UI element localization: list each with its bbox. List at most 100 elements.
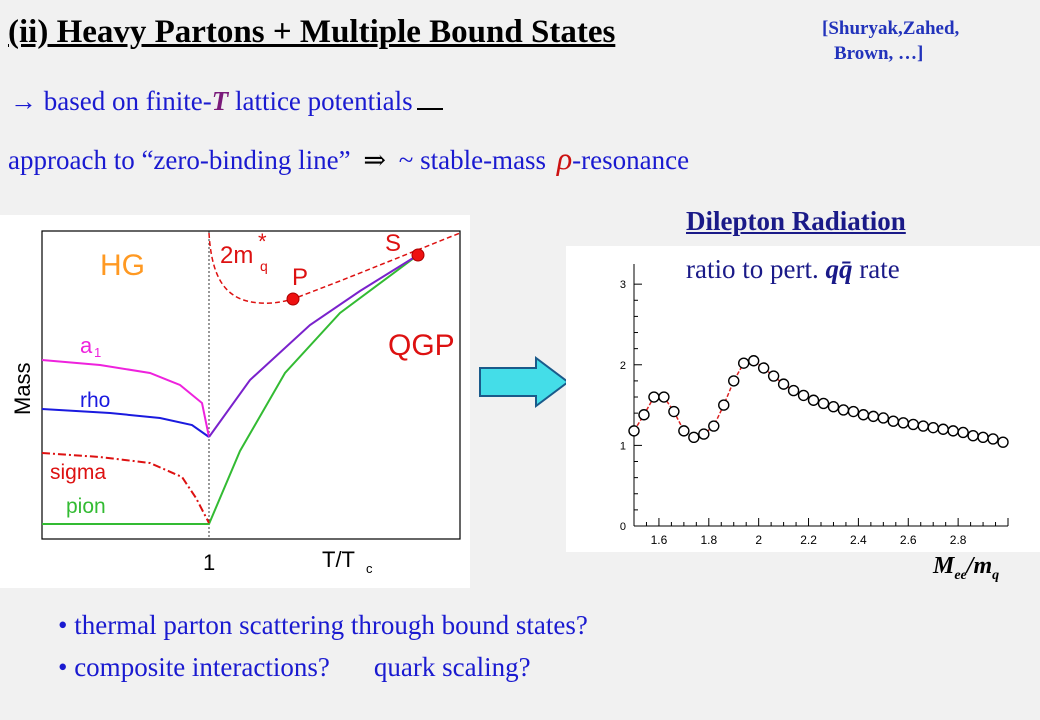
data-point — [688, 431, 700, 444]
data-point — [698, 428, 710, 440]
data-point — [887, 415, 900, 427]
data-point — [977, 431, 989, 444]
data-point — [837, 404, 850, 416]
data-point — [658, 391, 670, 403]
citation: [Shuryak,Zahed, Brown, …] — [822, 16, 959, 66]
data-point — [718, 399, 730, 411]
y-tick-label: 0 — [620, 521, 626, 533]
data-point — [897, 417, 909, 429]
data-point — [777, 378, 790, 390]
citation-line-1: [Shuryak,Zahed, — [822, 18, 960, 39]
mq-subscript: q — [260, 258, 268, 274]
data-point — [728, 375, 740, 387]
data-point — [648, 391, 660, 403]
mass-axis-label: Mass — [10, 362, 35, 415]
data-point — [927, 421, 939, 434]
data-point — [757, 362, 770, 374]
a1-label: a — [80, 333, 93, 358]
bullet-item-1: • thermal parton scattering through boun… — [58, 610, 588, 640]
qgp-curve — [208, 254, 419, 438]
dilepton-title: Dilepton Radiation — [686, 206, 906, 236]
line1-suffix: lattice potentials — [228, 86, 413, 116]
pion-label: pion — [66, 495, 106, 518]
data-point — [997, 436, 1009, 448]
data-point — [907, 418, 919, 431]
x-tick-label: 2.4 — [850, 533, 867, 547]
a1-curve — [41, 359, 210, 438]
p-point — [286, 292, 300, 306]
implies-icon: ⇒ — [363, 145, 386, 175]
bullet-line-lattice: → based on finite-T lattice potentials — [10, 86, 443, 117]
data-point — [738, 357, 750, 369]
data-point — [807, 394, 820, 406]
data-point — [967, 430, 979, 442]
hg-label: HG — [100, 249, 145, 282]
bullet-1-text: thermal parton scattering through bound … — [74, 610, 588, 640]
temperature-axis-label: T/T — [322, 547, 355, 572]
bullet-line-zero-binding: approach to “zero-binding line” ⇒ ~ stab… — [8, 140, 689, 177]
citation-line-2: Brown, …] — [834, 43, 924, 64]
data-point — [877, 412, 890, 424]
x-tick-label: 1.6 — [651, 533, 668, 547]
data-point — [917, 420, 929, 432]
bullet-2-text: composite interactions? — [74, 652, 330, 682]
mq-label: 2m — [220, 242, 253, 269]
x-axis-mid: /m — [966, 553, 993, 579]
x-tick-label: 1.8 — [700, 533, 717, 547]
mass-diagram-svg: HG QGP 2m * q P S a 1 rho sigma pion Mas… — [10, 229, 461, 576]
x-axis-sub-ee: ee — [954, 567, 967, 583]
x-tick-label: 2.2 — [800, 533, 817, 547]
line1-prefix: → based on finite- — [10, 86, 212, 116]
pion-curve — [42, 254, 419, 525]
line1-temperature-symbol: T — [211, 86, 229, 116]
x-tick-1: 1 — [203, 550, 215, 575]
data-point — [817, 397, 830, 410]
a1-subscript: 1 — [94, 345, 101, 360]
bullet-2-text2: quark scaling? — [373, 652, 531, 682]
data-point — [668, 405, 680, 418]
temperature-axis-subscript: c — [366, 561, 373, 576]
data-point — [797, 389, 810, 402]
data-point — [678, 425, 690, 437]
data-point — [827, 400, 840, 413]
line2-rest: ~ stable-mass — [391, 145, 553, 175]
dilepton-chart: 1.6 1.8 2 2.2 2.4 2.6 2.8 0 1 2 3 — [566, 246, 1040, 552]
data-point — [987, 433, 999, 445]
data-point — [767, 370, 780, 382]
y-tick-label: 3 — [620, 279, 626, 291]
x-tick-label: 2.6 — [900, 533, 917, 547]
dilepton-subtitle-prefix: ratio to pert. — [686, 254, 826, 284]
dilepton-subtitle: ratio to pert. qq̄ rate — [686, 254, 900, 285]
data-point — [638, 409, 650, 421]
data-point — [937, 423, 949, 435]
s-point — [411, 248, 425, 262]
bullet-item-2: • composite interactions? quark scaling? — [58, 652, 531, 682]
rho-label: rho — [80, 389, 110, 412]
line2-tail: -resonance — [572, 145, 690, 175]
data-point — [947, 425, 959, 437]
dilepton-subtitle-suffix: rate — [852, 254, 900, 284]
dilepton-chart-svg: 1.6 1.8 2 2.2 2.4 2.6 2.8 0 1 2 3 — [620, 264, 1009, 547]
sigma-label: sigma — [50, 461, 106, 484]
x-axis-sub-q: q — [992, 567, 1000, 583]
data-point — [787, 384, 800, 397]
data-point — [747, 355, 760, 367]
data-point — [847, 405, 860, 418]
s-label: S — [385, 230, 401, 257]
diagram-frame — [41, 230, 461, 540]
right-arrow-icon — [479, 356, 570, 408]
x-tick-label: 2.8 — [950, 533, 967, 547]
slide-title: (ii) Heavy Partons + Multiple Bound Stat… — [8, 14, 616, 50]
data-point — [628, 425, 640, 437]
line2-text: approach to “zero-binding line” — [8, 145, 351, 175]
y-tick-label: 1 — [620, 440, 626, 452]
x-tick-label: 2 — [755, 533, 762, 547]
data-point — [957, 426, 969, 439]
y-tick-label: 2 — [620, 360, 626, 372]
p-label: P — [292, 264, 308, 291]
mq-star: * — [258, 229, 267, 254]
rho-curve — [41, 408, 210, 438]
x-axis-m: M — [933, 553, 955, 579]
bullet-list: • thermal parton scattering through boun… — [58, 604, 588, 688]
data-point — [867, 410, 880, 423]
